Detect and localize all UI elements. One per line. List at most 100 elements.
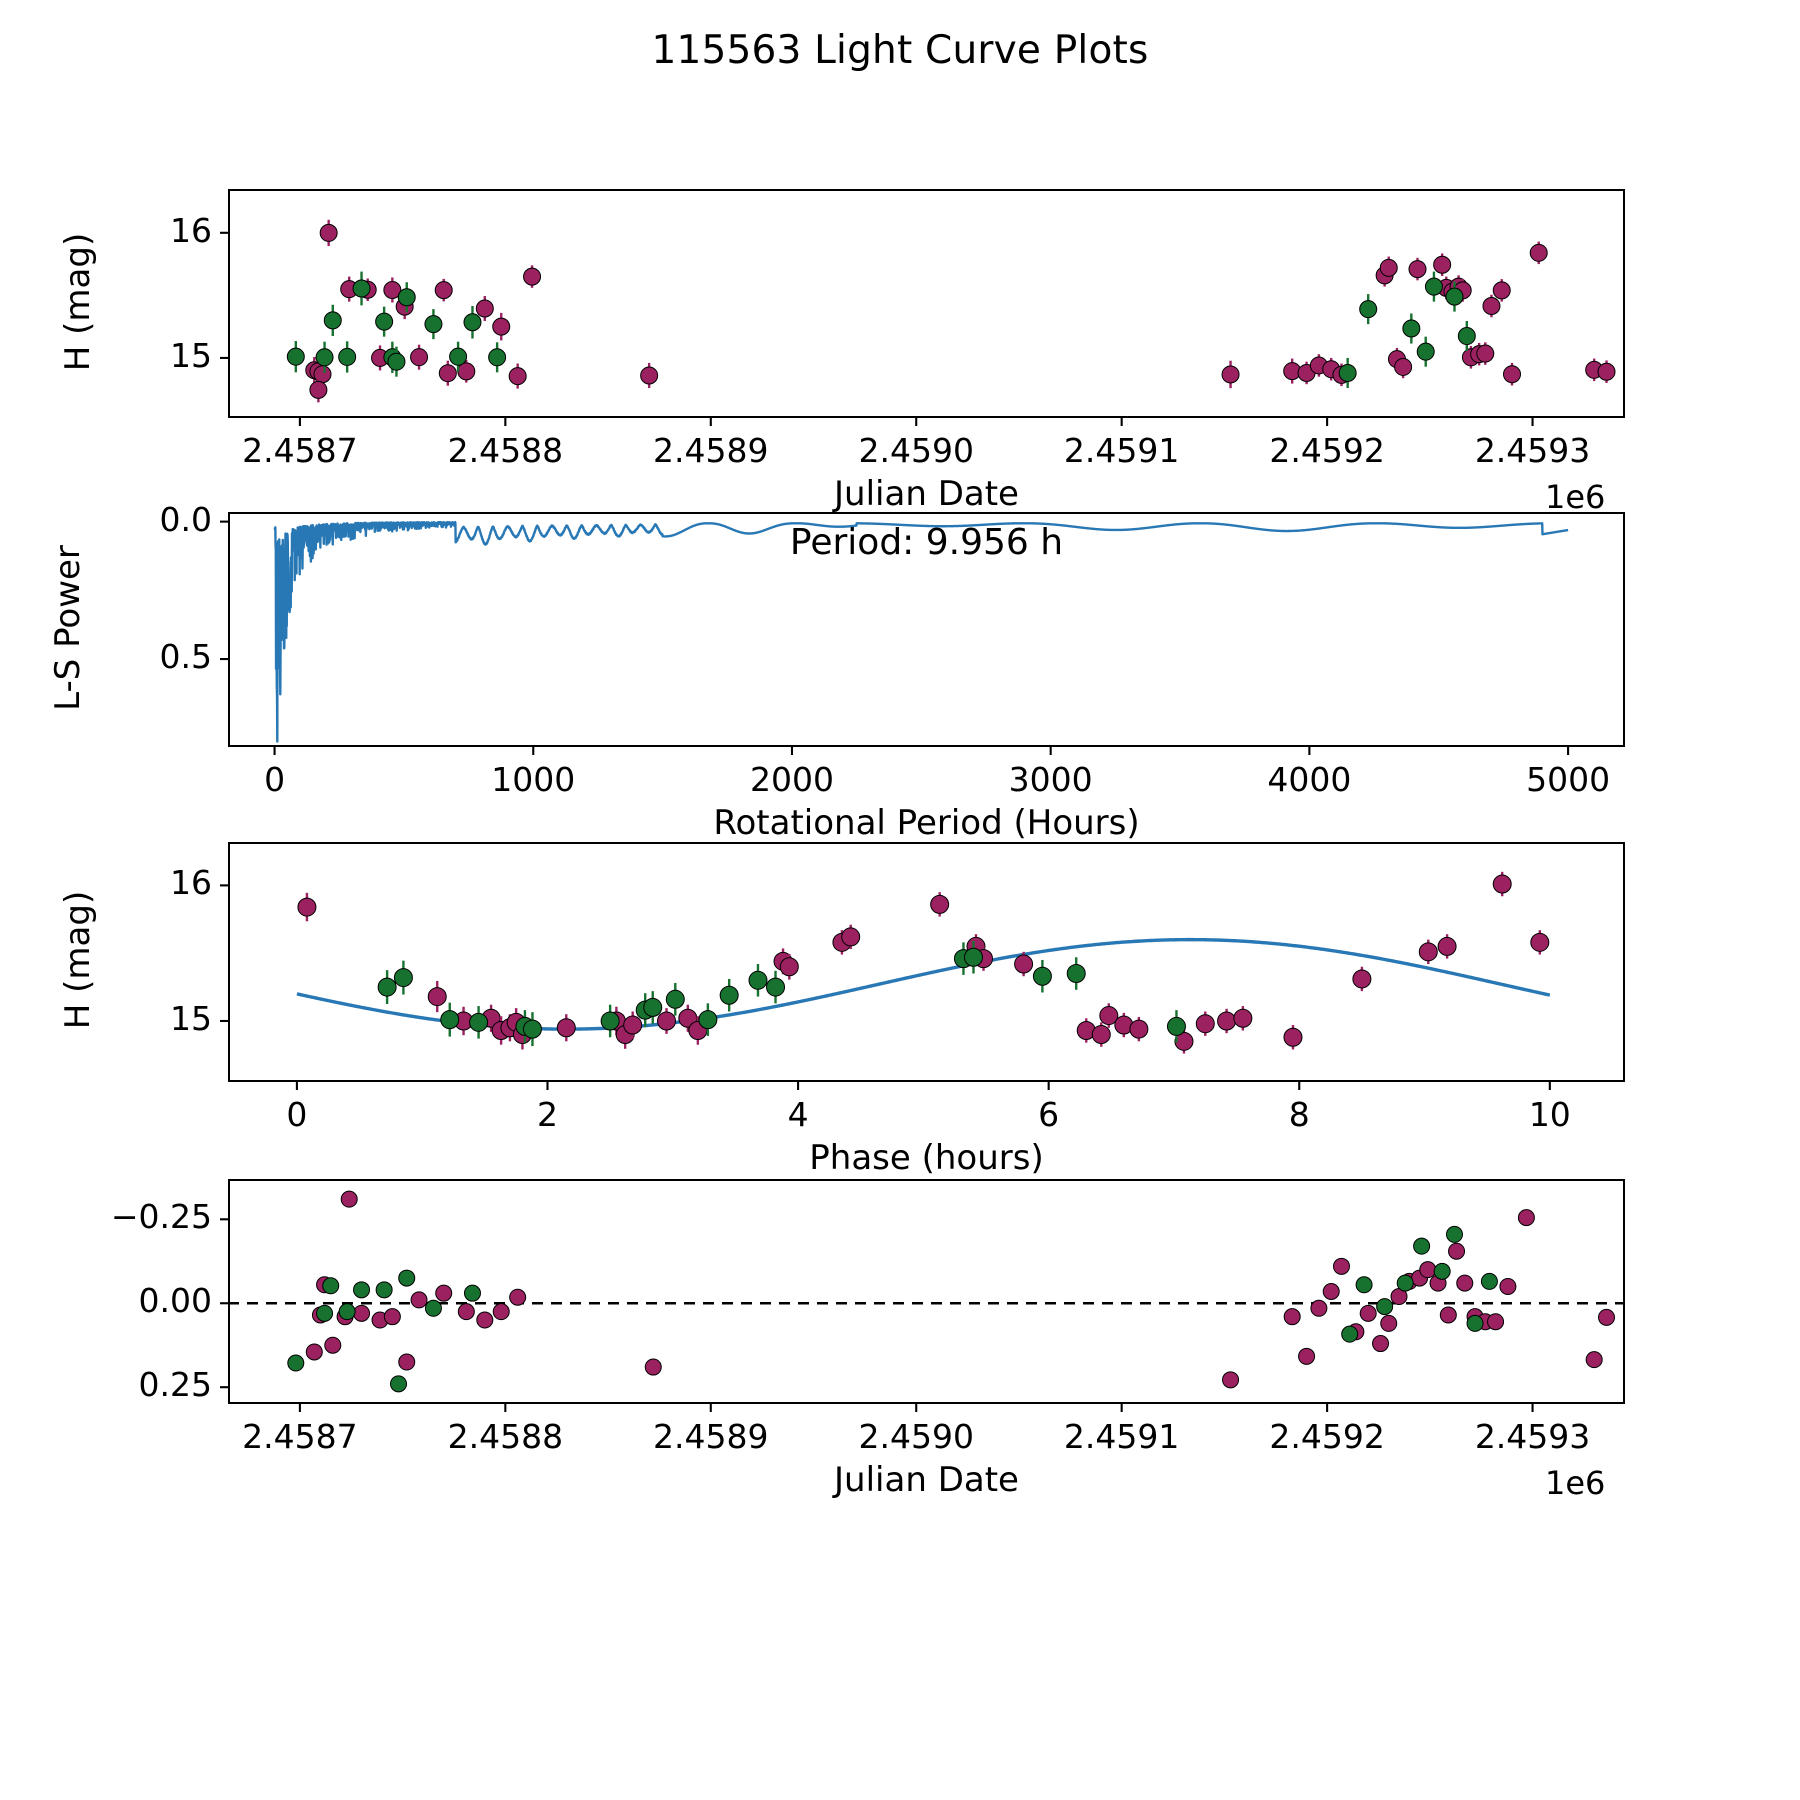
residuals-ytick-1: 0.00 xyxy=(138,1281,212,1321)
data-point xyxy=(463,313,482,332)
residuals-ytick-0: −0.25 xyxy=(110,1197,212,1237)
residuals-xtick-6: 2.4593 xyxy=(1474,1417,1591,1456)
data-point xyxy=(1221,365,1240,384)
periodogram-curve xyxy=(273,520,1570,743)
data-point xyxy=(323,311,342,330)
data-point xyxy=(375,312,394,331)
lightcurve-ytick-1: 16 xyxy=(170,210,212,250)
data-point xyxy=(1359,300,1378,319)
data-point xyxy=(1341,1325,1359,1343)
lightcurve-xtick-3: 2.4590 xyxy=(858,431,974,470)
data-point xyxy=(1195,1014,1215,1034)
residuals-x-exponent-label: 1e6 xyxy=(1545,1464,1606,1502)
data-point xyxy=(353,1281,371,1299)
data-point xyxy=(963,947,983,967)
periodogram-axes xyxy=(228,512,1625,747)
data-point xyxy=(766,977,786,997)
data-series-series_b xyxy=(286,271,1476,388)
phase-folded-x-axis-label: Phase (hours) xyxy=(809,1138,1044,1178)
lightcurve-xtick-5: 2.4592 xyxy=(1269,431,1385,470)
data-point xyxy=(475,299,494,318)
data-series-series_b xyxy=(377,940,1186,1047)
lightcurve-axes xyxy=(228,189,1625,418)
data-point xyxy=(1099,1006,1119,1026)
data-point xyxy=(1598,1308,1616,1326)
lightcurve-x-exponent-label: 1e6 xyxy=(1545,478,1606,516)
phase-folded-xtick-2: 4 xyxy=(787,1095,809,1134)
data-point xyxy=(397,288,416,307)
data-point xyxy=(523,267,542,286)
data-point xyxy=(600,1011,620,1031)
data-point xyxy=(1359,1304,1377,1322)
data-point xyxy=(398,1269,416,1287)
data-point xyxy=(1433,255,1452,274)
residuals-xtick-4: 2.4591 xyxy=(1063,1417,1180,1456)
phase-folded-ytick-0: 15 xyxy=(170,998,212,1038)
data-point xyxy=(377,977,397,997)
data-point xyxy=(383,280,402,299)
data-point xyxy=(1283,1027,1303,1047)
data-point xyxy=(398,1353,416,1371)
data-point xyxy=(1352,969,1372,989)
lightcurve-ytick-0: 15 xyxy=(170,335,212,375)
data-point xyxy=(1396,1274,1414,1292)
data-point xyxy=(841,927,861,947)
lightcurve-xtick-2: 2.4589 xyxy=(653,431,769,470)
data-point xyxy=(1322,1283,1340,1300)
data-point xyxy=(424,1299,442,1317)
data-point xyxy=(556,1018,576,1038)
data-point xyxy=(1492,281,1511,300)
lightcurve-xtick-6: 2.4593 xyxy=(1474,431,1591,470)
data-point xyxy=(1476,344,1495,363)
data-point xyxy=(1480,1272,1498,1290)
data-point xyxy=(375,1281,393,1299)
lightcurve-xtick-4: 2.4591 xyxy=(1063,431,1180,470)
data-point xyxy=(1517,1209,1535,1227)
data-point xyxy=(390,1375,408,1393)
residuals-xtick-1: 2.4588 xyxy=(447,1417,564,1456)
data-point xyxy=(1529,243,1548,262)
data-point xyxy=(338,1303,356,1321)
data-point xyxy=(1492,874,1512,894)
data-point xyxy=(305,1343,323,1361)
data-point xyxy=(352,279,371,298)
residuals-axes xyxy=(228,1179,1625,1404)
data-point xyxy=(1597,362,1616,381)
data-point xyxy=(1413,1237,1431,1255)
data-point xyxy=(1332,1257,1350,1275)
phase-folded-xtick-5: 10 xyxy=(1528,1095,1571,1134)
data-point xyxy=(287,1354,305,1372)
data-point xyxy=(1437,936,1457,956)
figure-title: 115563 Light Curve Plots xyxy=(651,28,1149,73)
data-point xyxy=(643,997,663,1017)
data-point xyxy=(435,1284,453,1302)
periodogram-xtick-0: 0 xyxy=(264,760,286,799)
data-point xyxy=(1424,277,1443,296)
periodogram-ytick-0: 0.0 xyxy=(159,499,212,539)
data-point xyxy=(1402,319,1421,338)
data-point xyxy=(488,348,507,367)
data-point xyxy=(657,1011,677,1031)
data-point xyxy=(1585,1351,1603,1369)
data-point xyxy=(1445,1225,1463,1243)
periodogram-xtick-5: 5000 xyxy=(1526,760,1611,799)
phase-folded-xtick-1: 2 xyxy=(536,1095,558,1134)
data-point xyxy=(438,364,457,383)
data-point xyxy=(410,1291,428,1309)
periodogram-xtick-4: 4000 xyxy=(1267,760,1352,799)
data-point xyxy=(665,989,685,1009)
data-point xyxy=(930,894,950,914)
data-point xyxy=(1456,1274,1474,1292)
data-point xyxy=(476,1311,494,1329)
data-point xyxy=(1499,1277,1517,1295)
periodogram-x-axis-label: Rotational Period (Hours) xyxy=(713,803,1140,843)
data-point xyxy=(1448,1242,1466,1260)
data-point xyxy=(1466,1314,1484,1332)
data-point xyxy=(427,987,447,1007)
data-point xyxy=(1445,287,1464,306)
phase-folded-xtick-4: 8 xyxy=(1288,1095,1310,1134)
data-point xyxy=(353,1304,371,1322)
